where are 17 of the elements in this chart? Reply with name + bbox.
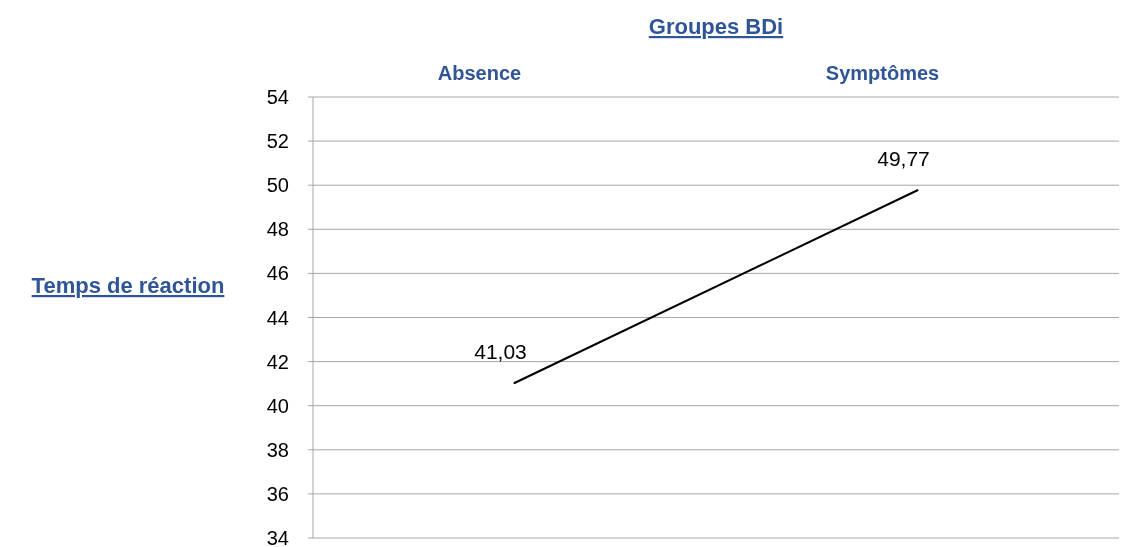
y-tick-label: 38 [266,438,289,461]
x-axis-title: Groupes BDi [648,14,784,39]
y-tick-label: 36 [266,482,289,505]
y-tick-label: 50 [266,174,289,197]
data-label: 49,77 [877,147,930,171]
y-tick-label: 48 [266,218,289,241]
data-label: 41,03 [474,339,527,363]
y-tick-label: 42 [266,350,289,373]
y-tick-label: 46 [266,262,289,285]
y-axis-title: Temps de réaction [31,273,225,298]
y-tick-label: 52 [266,130,289,153]
x-tick-label: Symptômes [825,62,940,84]
x-tick-label: Absence [437,62,522,84]
y-tick-label: 54 [266,86,289,108]
y-tick-label: 44 [266,306,289,329]
y-tick-label: 40 [266,394,289,417]
y-tick-label: 34 [266,527,289,547]
